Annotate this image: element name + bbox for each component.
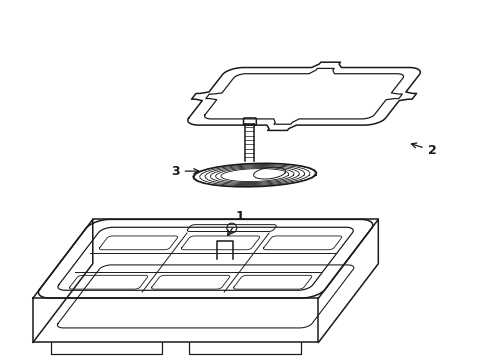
Text: 2: 2 (410, 143, 436, 157)
Text: 3: 3 (171, 165, 198, 177)
Text: 1: 1 (227, 210, 244, 235)
